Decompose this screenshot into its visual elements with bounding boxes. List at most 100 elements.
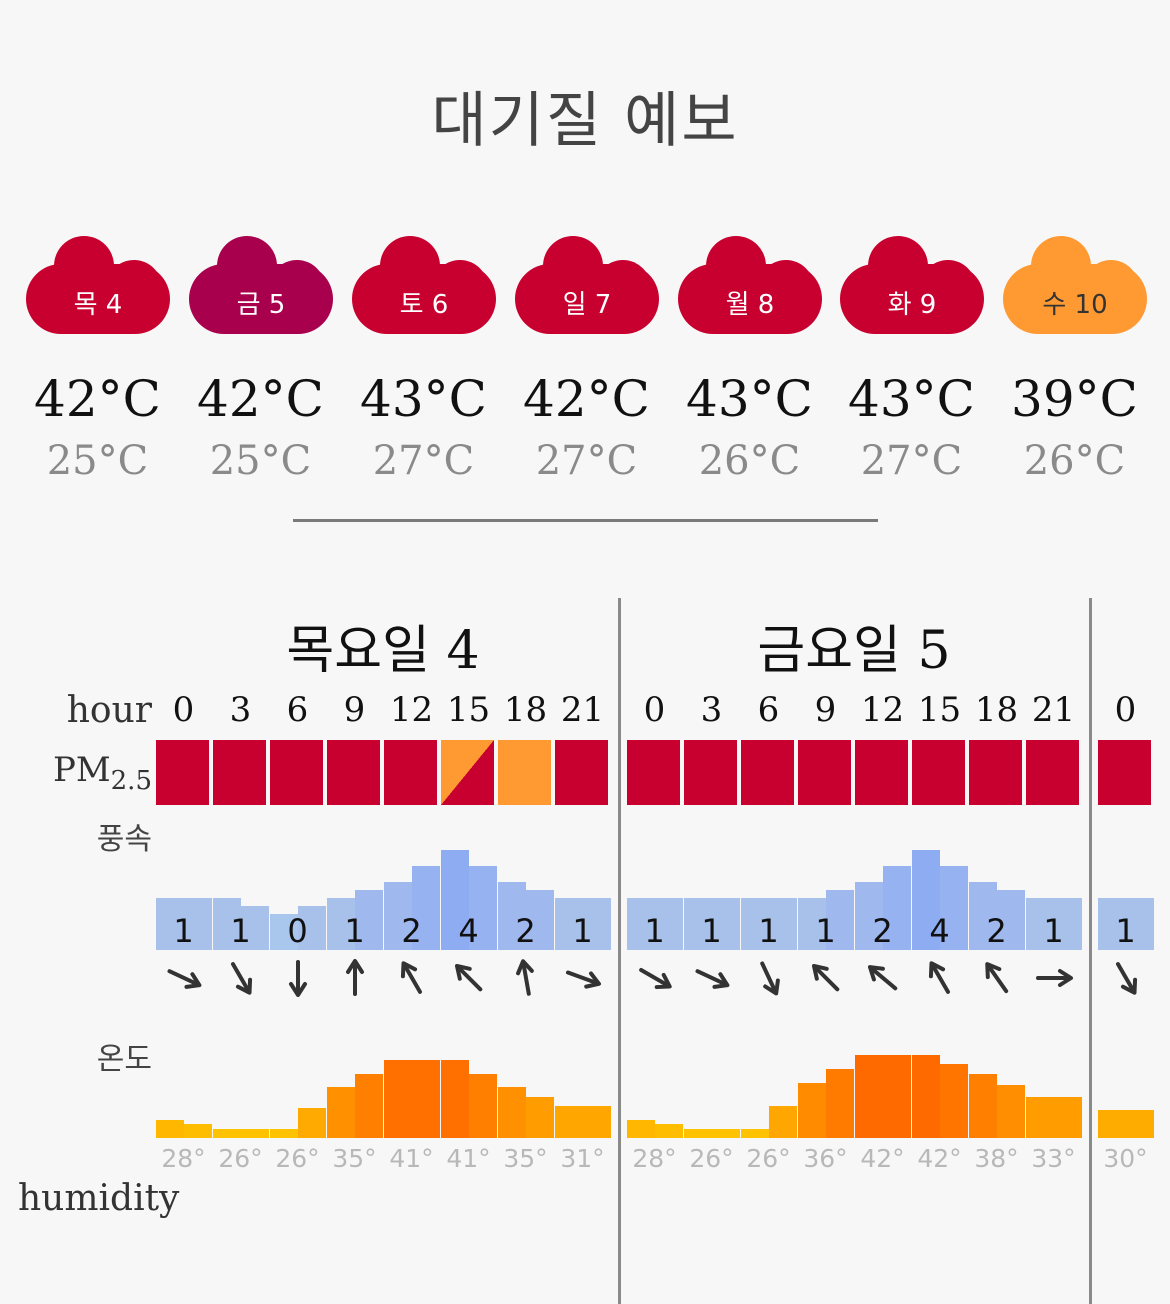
wind-speed: 1 — [1043, 912, 1064, 950]
day-label: 일 7 — [562, 290, 612, 320]
wind-speed: 1 — [815, 912, 836, 950]
wind-speed: 2 — [872, 912, 893, 950]
pm25-cell[interactable] — [270, 740, 323, 805]
temp-bar — [855, 1055, 883, 1138]
pm25-cell[interactable] — [555, 740, 608, 805]
temp-bar — [712, 1128, 740, 1138]
wind-bar — [769, 898, 797, 950]
day-label: 토 6 — [399, 290, 449, 320]
temp-bar — [156, 1119, 184, 1138]
cloud-icon: 수 10 — [1003, 230, 1147, 336]
day-card[interactable]: 일 7 42°C 27°C — [505, 230, 668, 490]
wind-speed: 2 — [401, 912, 422, 950]
wind-direction-arrow-icon — [968, 958, 1025, 998]
day-label: 월 8 — [725, 290, 775, 320]
temp-max: 39°C — [1011, 370, 1138, 428]
temp-bar — [184, 1124, 212, 1138]
wind-bar — [469, 866, 497, 950]
hour-label: 18 — [503, 690, 548, 730]
wind-bar — [583, 898, 611, 950]
temp-bar — [441, 1059, 469, 1138]
wind-bar — [241, 906, 269, 950]
temp-bar — [969, 1073, 997, 1138]
temp-bar — [940, 1064, 968, 1138]
temp-bar — [213, 1128, 241, 1138]
temp-max: 43°C — [686, 370, 813, 428]
wind-bar — [441, 850, 469, 950]
temp-bar — [469, 1073, 497, 1138]
wind-speed: 4 — [929, 912, 950, 950]
day-card[interactable]: 수 10 39°C 26°C — [993, 230, 1156, 490]
day-card[interactable]: 금 5 42°C 25°C — [179, 230, 342, 490]
pm25-cell[interactable] — [741, 740, 794, 805]
temp-label: 42° — [860, 1144, 905, 1173]
day-heading: 목요일 4 — [286, 621, 480, 681]
day-card[interactable]: 목 4 42°C 25°C — [16, 230, 179, 490]
temp-min: 25°C — [209, 438, 312, 484]
day-card[interactable]: 토 6 43°C 27°C — [342, 230, 505, 490]
temp-bar — [555, 1105, 583, 1138]
pm25-cell[interactable] — [213, 740, 266, 805]
temp-label: 26° — [218, 1144, 263, 1173]
hour-label: 15 — [917, 690, 962, 730]
temp-bar — [526, 1096, 554, 1138]
temp-label: 41° — [446, 1144, 491, 1173]
wind-bar — [555, 898, 583, 950]
temp-bar — [826, 1069, 854, 1138]
wind-bar — [969, 882, 997, 950]
temp-bar — [798, 1082, 826, 1138]
wind-bar — [712, 898, 740, 950]
pm25-cell[interactable] — [912, 740, 965, 805]
cloud-icon: 화 9 — [840, 230, 984, 336]
wind-bar — [655, 898, 683, 950]
pm25-cell[interactable] — [855, 740, 908, 805]
wind-direction-arrow-icon — [854, 958, 911, 998]
pm25-cell[interactable] — [798, 740, 851, 805]
pm25-cell[interactable] — [156, 740, 209, 805]
day-label: 금 5 — [236, 290, 286, 320]
pm25-cell[interactable] — [627, 740, 680, 805]
wind-bar — [327, 898, 355, 950]
wind-bar — [498, 882, 526, 950]
wind-bar — [627, 898, 655, 950]
wind-speed: 0 — [287, 912, 308, 950]
wind-direction-arrow-icon — [269, 958, 326, 998]
wind-speed: 1 — [758, 912, 779, 950]
hour-label: 3 — [700, 690, 723, 730]
cloud-icon: 일 7 — [515, 230, 659, 336]
pm25-cell[interactable] — [498, 740, 551, 805]
pm25-cell[interactable] — [1098, 740, 1151, 805]
pm25-cell[interactable] — [441, 740, 494, 805]
temp-bar — [1054, 1096, 1082, 1138]
day-card[interactable]: 월 8 43°C 26°C — [668, 230, 831, 490]
wind-speed: 1 — [230, 912, 251, 950]
temp-bar — [1098, 1110, 1126, 1138]
hour-label: 9 — [343, 690, 366, 730]
pm25-cell[interactable] — [327, 740, 380, 805]
temp-bar — [684, 1128, 712, 1138]
wind-bar — [526, 890, 554, 950]
hour-label: 12 — [389, 690, 434, 730]
wind-bar — [213, 898, 241, 950]
pm25-row-label: PM2.5 — [52, 750, 152, 796]
pm25-cell[interactable] — [1026, 740, 1079, 805]
temp-bar — [1126, 1110, 1154, 1138]
daily-forecast: 목 4 42°C 25°C 금 5 42°C 25°C 토 6 43°C 27°… — [0, 230, 1170, 490]
temp-max: 43°C — [848, 370, 975, 428]
hour-label: 6 — [286, 690, 309, 730]
temp-label: 30° — [1103, 1144, 1148, 1173]
pm25-cell[interactable] — [684, 740, 737, 805]
temp-min: 27°C — [372, 438, 475, 484]
temp-bar — [769, 1105, 797, 1138]
wind-bar — [1126, 898, 1154, 950]
pm25-cell[interactable] — [384, 740, 437, 805]
day-separator — [618, 598, 621, 1304]
wind-bar — [684, 898, 712, 950]
pm25-cell[interactable] — [969, 740, 1022, 805]
temp-bar — [997, 1085, 1025, 1138]
temp-max: 43°C — [360, 370, 487, 428]
wind-bar — [912, 850, 940, 950]
day-card[interactable]: 화 9 43°C 27°C — [830, 230, 993, 490]
wind-bar — [184, 898, 212, 950]
temp-label: 36° — [803, 1144, 848, 1173]
